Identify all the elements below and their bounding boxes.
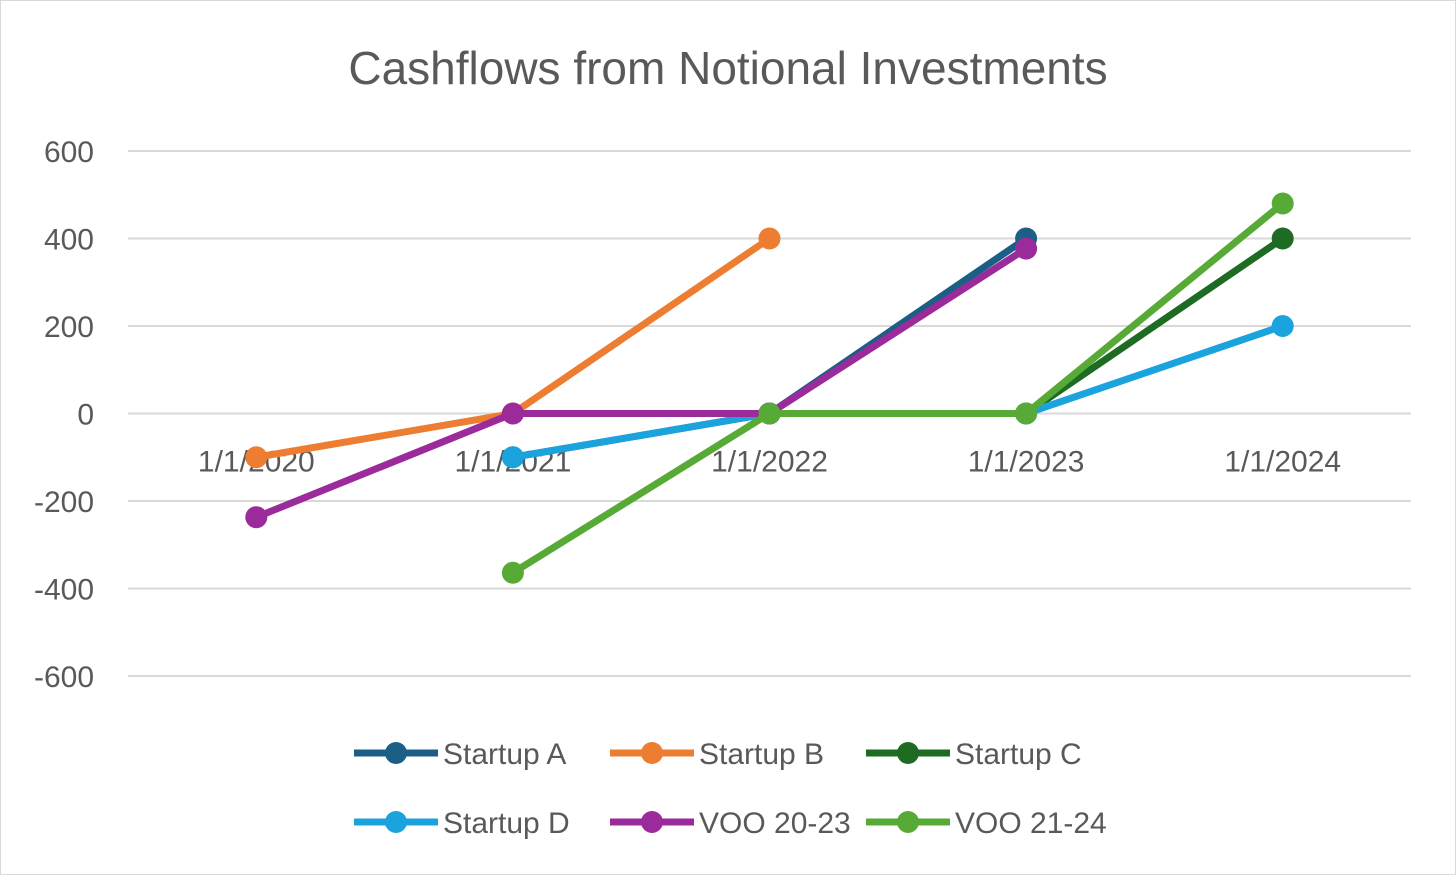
data-point — [1271, 315, 1294, 337]
grid-lines — [128, 150, 1411, 677]
data-point — [758, 402, 781, 425]
legend-label: Startup D — [443, 807, 570, 840]
series-line — [252, 245, 1030, 521]
legend-label: VOO 20-23 — [699, 807, 851, 840]
legend-swatch-marker — [641, 742, 663, 764]
series-line — [509, 200, 1287, 577]
y-tick-label: -400 — [34, 574, 94, 607]
chart-title: Cashflows from Notional Investments — [348, 42, 1107, 94]
series-line — [509, 322, 1287, 461]
legend-item: VOO 21-24 — [866, 807, 1107, 840]
legend-label: Startup B — [699, 738, 824, 771]
series-lines — [245, 192, 1294, 584]
series-startup-b — [245, 227, 781, 469]
y-axis-tick-labels: 600 400 200 0 -200 -400 -600 — [34, 136, 94, 694]
legend-label: VOO 21-24 — [955, 807, 1107, 840]
data-point — [1015, 237, 1038, 260]
y-tick-label: 400 — [44, 224, 94, 257]
data-point — [245, 446, 268, 469]
data-point — [501, 446, 524, 469]
x-tick-label: 1/1/2023 — [968, 446, 1085, 479]
y-tick-label: 200 — [44, 311, 94, 344]
x-tick-label: 1/1/2024 — [1224, 446, 1341, 479]
legend-item: Startup B — [610, 738, 824, 771]
series-startup-a — [501, 227, 1038, 469]
y-tick-label: -600 — [34, 661, 94, 694]
legend-item: VOO 20-23 — [610, 807, 851, 840]
legend-swatch-marker — [385, 742, 407, 764]
legend-label: Startup C — [955, 738, 1082, 771]
data-point — [245, 506, 268, 529]
legend-swatch-marker — [897, 742, 919, 764]
legend-swatch-marker — [641, 811, 663, 833]
data-point — [1271, 192, 1294, 215]
legend-label: Startup A — [443, 738, 566, 771]
legend-item: Startup A — [354, 738, 566, 771]
legend-swatch-marker — [897, 811, 919, 833]
legend-item: Startup D — [354, 807, 570, 840]
series-voo-20-23 — [245, 237, 1038, 529]
x-tick-label: 1/1/2022 — [711, 446, 828, 479]
y-tick-label: 0 — [77, 399, 94, 432]
series-voo-21-24 — [501, 192, 1294, 584]
data-point — [758, 227, 781, 250]
data-point — [501, 561, 524, 584]
y-tick-label: -200 — [34, 486, 94, 519]
data-point — [501, 402, 524, 425]
y-tick-label: 600 — [44, 136, 94, 169]
legend-item: Startup C — [866, 738, 1082, 771]
data-point — [1271, 227, 1294, 250]
legend-swatch-marker — [385, 811, 407, 833]
data-point — [1015, 402, 1038, 425]
legend: Startup A Startup B Startup C Startup D VOO … — [354, 738, 1107, 840]
